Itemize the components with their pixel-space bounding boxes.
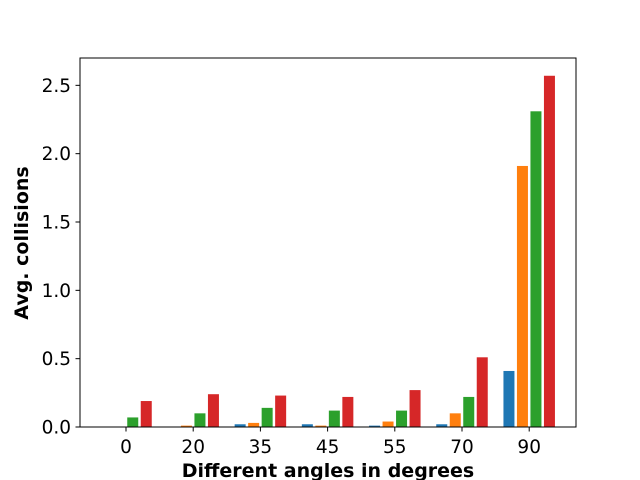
bar-90-s3 [530, 111, 542, 428]
bar-0-s3 [127, 417, 139, 427]
x-tick-label: 90 [517, 437, 541, 458]
x-axis: 0 20 35 45 55 70 90 [120, 427, 541, 458]
bar-55-s3 [396, 410, 408, 427]
bar-0-s4 [140, 401, 152, 427]
x-tick-label: 20 [181, 437, 205, 458]
bar-45-s1 [301, 424, 313, 427]
y-tick-label: 2.0 [42, 144, 71, 165]
y-tick-label: 1.5 [42, 213, 71, 234]
bar-90-s4 [543, 75, 555, 428]
x-tick-label: 45 [316, 437, 340, 458]
bar-70-s3 [463, 396, 475, 427]
bar-35-s3 [261, 407, 273, 427]
y-tick-label: 2.5 [42, 76, 71, 97]
bar-70-s1 [436, 424, 448, 427]
bar-35-s2 [248, 422, 260, 427]
bar-70-s4 [476, 357, 488, 427]
y-axis: 0.0 0.5 1.0 1.5 2.0 2.5 [42, 76, 80, 439]
bar-70-s2 [449, 413, 461, 427]
x-tick-label: 70 [450, 437, 474, 458]
bar-45-s3 [328, 410, 340, 427]
bar-20-s2 [180, 425, 192, 427]
y-tick-label: 0.5 [42, 349, 71, 370]
bar-20-s4 [207, 394, 219, 427]
bar-55-s4 [409, 390, 421, 427]
bar-55-s1 [369, 425, 381, 427]
y-tick-label: 1.0 [42, 281, 71, 302]
bar-35-s4 [275, 395, 287, 427]
x-tick-label: 55 [383, 437, 407, 458]
bar-20-s3 [194, 413, 206, 427]
y-tick-label: 0.0 [42, 418, 71, 439]
y-axis-title: Avg. collisions [11, 166, 33, 319]
bar-55-s2 [382, 421, 394, 427]
bars-group [127, 75, 555, 428]
bar-35-s1 [234, 424, 246, 427]
x-tick-label: 35 [249, 437, 273, 458]
bar-90-s2 [516, 165, 528, 427]
x-tick-label: 0 [120, 437, 132, 458]
plot-area [80, 58, 576, 427]
bar-45-s2 [315, 425, 327, 427]
x-axis-title: Different angles in degrees [182, 460, 475, 480]
bar-45-s4 [342, 396, 354, 427]
bar-90-s1 [503, 370, 515, 427]
